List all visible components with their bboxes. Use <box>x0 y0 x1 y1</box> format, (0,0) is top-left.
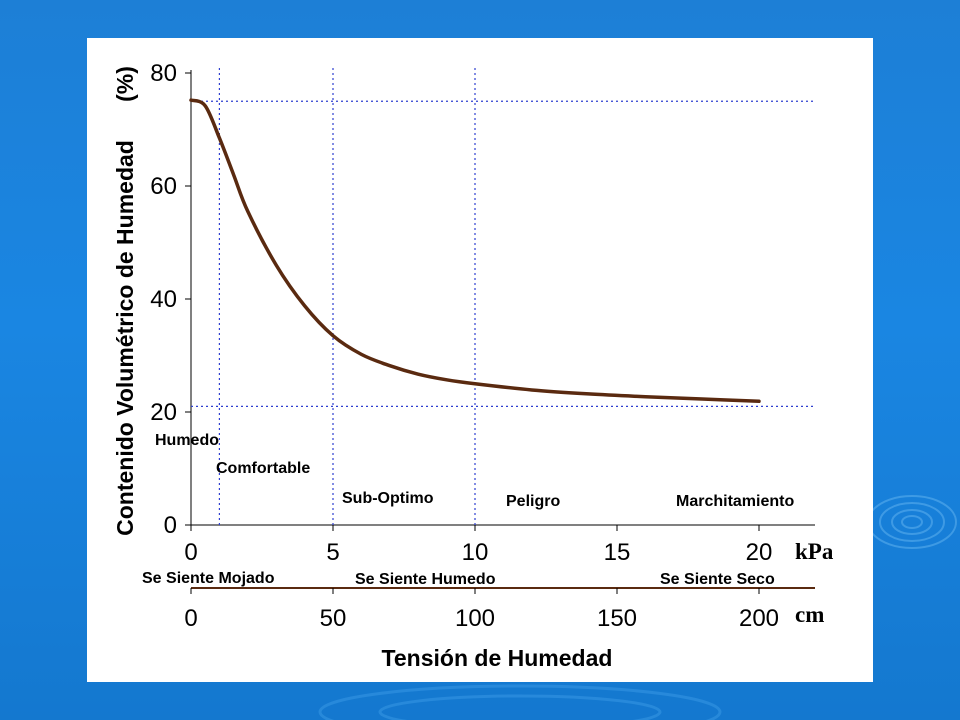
zone-label-peligro: Peligro <box>506 493 560 510</box>
kpa-tick-label: 5 <box>326 539 339 566</box>
feel-label-seco: Se Siente Seco <box>660 571 775 588</box>
y-axis-unit: (%) <box>112 66 138 102</box>
kpa-tick-label: 20 <box>746 539 773 566</box>
zone-label-marchitamiento: Marchitamiento <box>676 493 794 510</box>
kpa-tick-label: 0 <box>184 539 197 566</box>
y-tick-label: 80 <box>150 60 177 87</box>
y-tick-label: 40 <box>150 286 177 313</box>
chart-panel: 0 20 40 60 80 0 5 10 15 20 0 50 100 150 200 kPa cm H… <box>87 38 873 682</box>
kpa-unit-label: kPa <box>795 539 834 564</box>
feel-label-mojado: Se Siente Mojado <box>142 570 275 587</box>
zone-label-sub-optimo: Sub-Optimo <box>342 490 434 507</box>
cm-tick-label: 150 <box>597 605 637 632</box>
kpa-tick-label: 10 <box>462 539 489 566</box>
cm-tick-label: 100 <box>455 605 495 632</box>
cm-unit-label: cm <box>795 602 824 627</box>
y-tick-label: 20 <box>150 399 177 426</box>
moisture-curve-line <box>189 98 761 404</box>
y-axis-title: Contenido Volumétrico de Humedad <box>112 140 138 536</box>
cm-tick-label: 200 <box>739 605 779 632</box>
x-axis-title: Tensión de Humedad <box>382 645 613 671</box>
cm-tick-label: 0 <box>184 605 197 632</box>
zone-label-humedo: Humedo <box>155 432 219 449</box>
cm-tick-label: 50 <box>320 605 347 632</box>
y-tick-label: 60 <box>150 173 177 200</box>
y-tick-label: 0 <box>164 512 177 539</box>
moisture-retention-chart: 0 20 40 60 80 0 5 10 15 20 0 50 100 150 200 kPa cm H… <box>112 60 834 671</box>
kpa-tick-label: 15 <box>604 539 631 566</box>
feel-label-humedo: Se Siente Humedo <box>355 571 496 588</box>
zone-label-comfortable: Comfortable <box>216 460 310 477</box>
